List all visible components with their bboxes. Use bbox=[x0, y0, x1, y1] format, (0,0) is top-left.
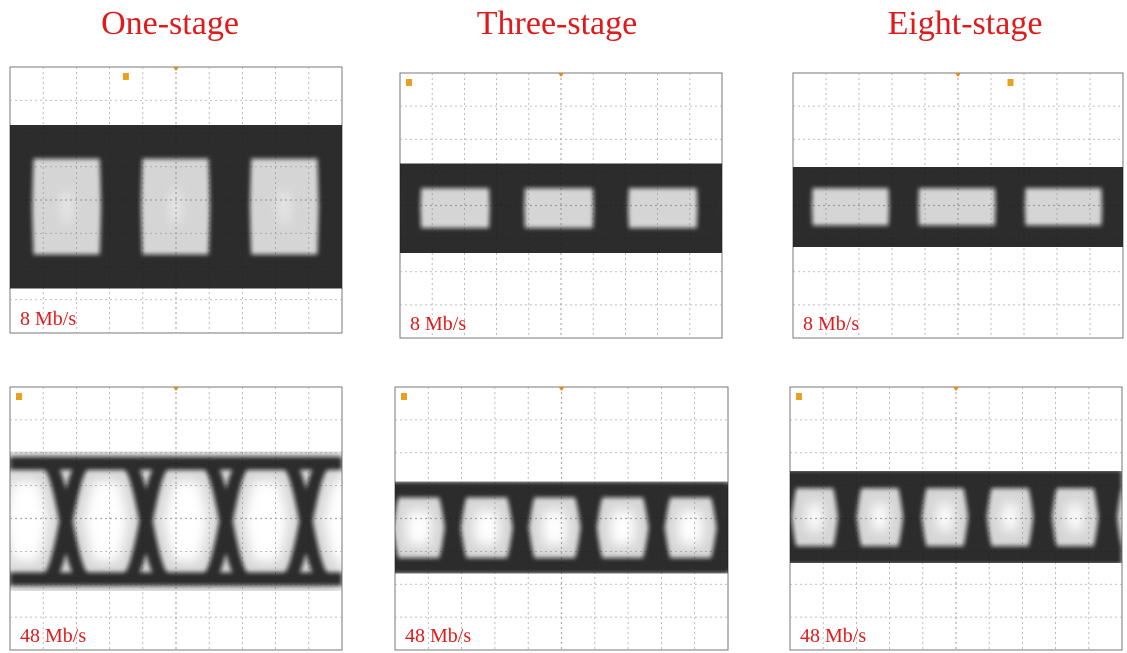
channel-marker bbox=[406, 79, 412, 86]
panel-label: 48 Mb/s bbox=[405, 625, 471, 647]
eye-band bbox=[395, 481, 728, 574]
eye-trace bbox=[790, 455, 1122, 580]
panel-label: 8 Mb/s bbox=[20, 308, 76, 330]
panel-label: 48 Mb/s bbox=[800, 625, 866, 647]
channel-marker bbox=[1007, 79, 1014, 86]
panel-label: 8 Mb/s bbox=[803, 313, 859, 335]
panels: 8 Mb/s 8 Mb/s 8 Mb/s 48 Mb/s 48 Mb/s 48 Mb/s bbox=[9, 66, 1124, 651]
column-title: Three-stage bbox=[477, 5, 637, 42]
eye-trace bbox=[793, 135, 1123, 278]
eye-trace bbox=[10, 446, 342, 597]
eye-band bbox=[400, 153, 722, 263]
eye-trace bbox=[395, 469, 728, 587]
trigger-marker bbox=[558, 73, 564, 77]
eye-panel: 8 Mb/s bbox=[9, 66, 343, 334]
eye-band bbox=[790, 469, 1122, 565]
channel-marker bbox=[16, 393, 22, 400]
channel-marker bbox=[796, 393, 802, 400]
column-title: One-stage bbox=[101, 5, 239, 42]
eye-panel: 48 Mb/s bbox=[9, 386, 343, 651]
eye-trace bbox=[400, 126, 722, 291]
eye-band bbox=[10, 456, 342, 586]
trigger-marker bbox=[955, 73, 961, 77]
trigger-marker bbox=[173, 67, 179, 71]
channel-marker bbox=[122, 73, 129, 80]
eye-band bbox=[10, 118, 342, 295]
eye-panel: 8 Mb/s bbox=[399, 72, 723, 339]
eye-panel: 48 Mb/s bbox=[394, 386, 729, 651]
trigger-marker bbox=[953, 387, 959, 391]
trigger-marker bbox=[558, 387, 565, 391]
column-title: Eight-stage bbox=[888, 5, 1043, 42]
channel-marker bbox=[401, 393, 407, 400]
eye-band bbox=[793, 159, 1123, 255]
eye-panel: 48 Mb/s bbox=[789, 386, 1123, 651]
trigger-marker bbox=[173, 387, 179, 391]
eye-panel: 8 Mb/s bbox=[792, 72, 1124, 339]
panel-label: 8 Mb/s bbox=[410, 313, 466, 335]
eye-trace bbox=[10, 86, 342, 327]
panel-label: 48 Mb/s bbox=[20, 625, 86, 647]
